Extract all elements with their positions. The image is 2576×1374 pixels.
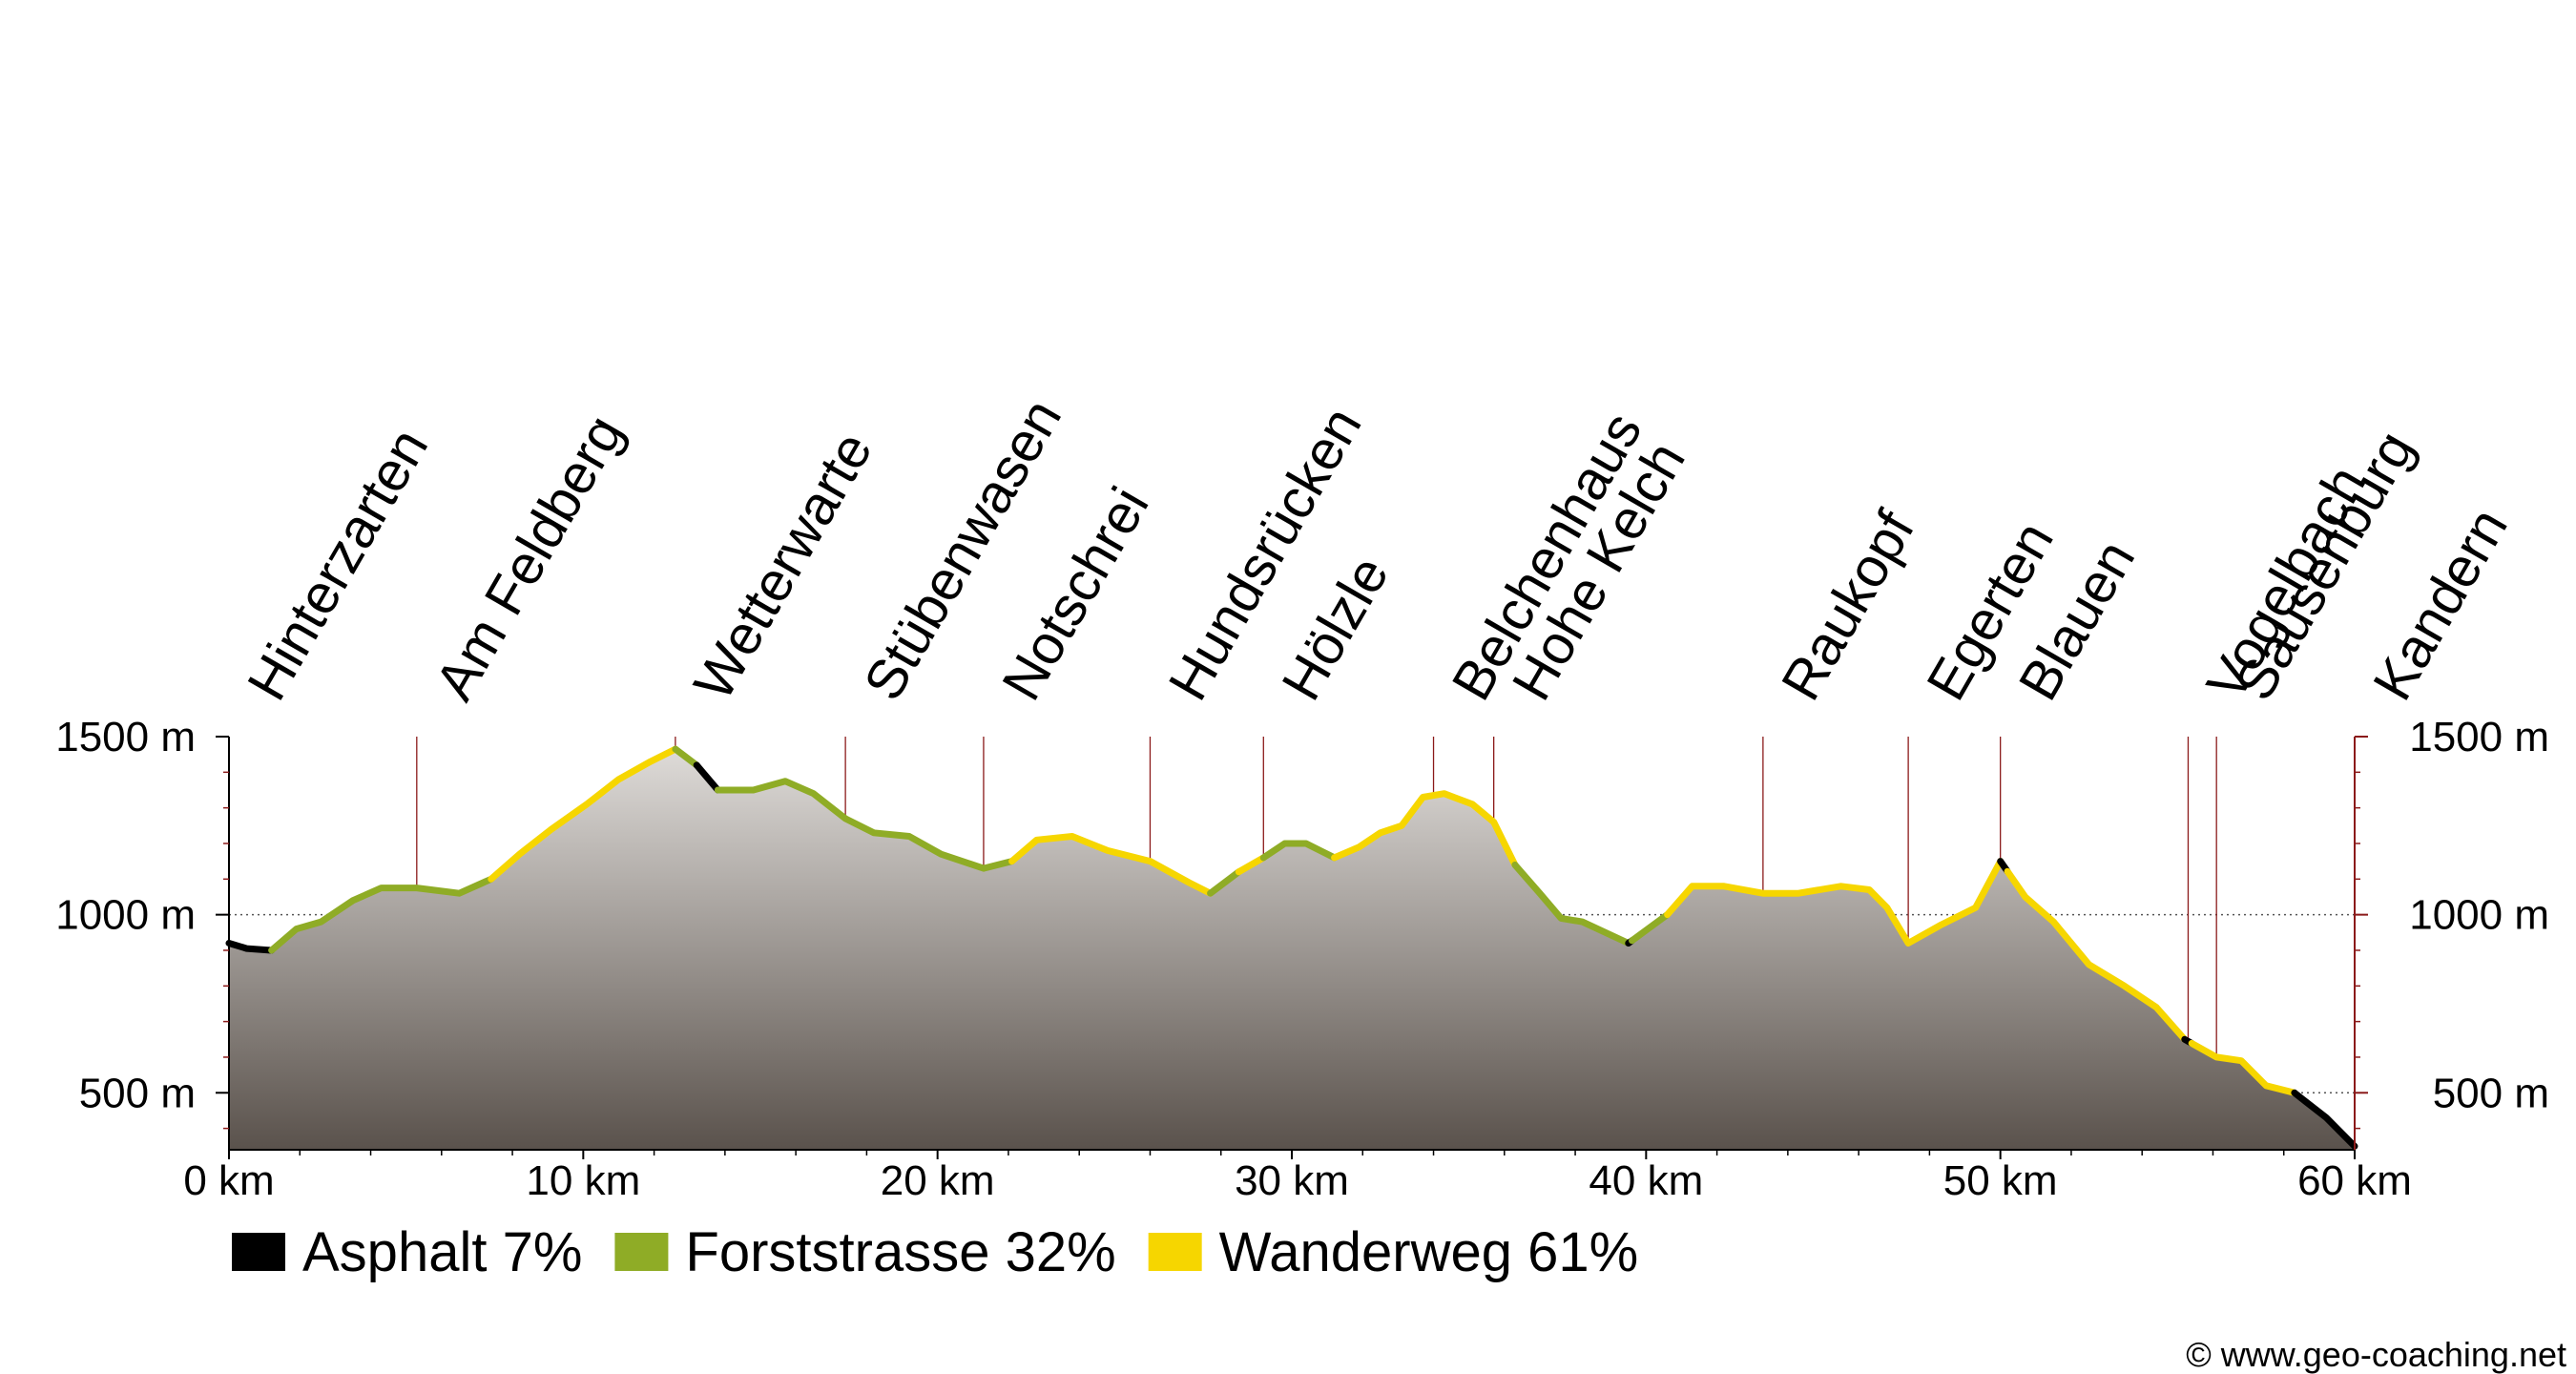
y-tick-label: 1500 m xyxy=(55,714,196,760)
surface-segment-asphalt xyxy=(693,761,721,794)
surface-segment-wanderweg xyxy=(1664,858,2005,947)
surface-segment-forststrasse xyxy=(1629,911,1672,945)
surface-segment-forststrasse xyxy=(1207,868,1242,897)
surface-segment-asphalt xyxy=(2291,1089,2358,1150)
x-tick-label: 40 km xyxy=(1589,1157,1703,1204)
legend-label: Forststrasse 32% xyxy=(685,1221,1115,1283)
waypoint-label: Wetterwarte xyxy=(682,422,884,710)
x-tick-label: 60 km xyxy=(2297,1157,2412,1204)
x-tick-label: 20 km xyxy=(881,1157,995,1204)
surface-segment-wanderweg xyxy=(1331,790,1519,868)
waypoint-label: Am Feldberg xyxy=(424,405,635,710)
surface-segment-forststrasse xyxy=(672,745,700,769)
surface-segment-forststrasse xyxy=(268,875,495,954)
legend-label: Wanderweg 61% xyxy=(1219,1221,1639,1283)
surface-lines xyxy=(225,745,2358,1150)
copyright-text: © www.geo-coaching.net xyxy=(2186,1335,2566,1374)
surface-segment-wanderweg xyxy=(2004,867,2189,1043)
legend: Asphalt 7% Forststrasse 32% Wanderweg 61% xyxy=(232,1221,1638,1283)
surface-segment-forststrasse xyxy=(1259,840,1339,862)
terrain-fill xyxy=(229,749,2355,1150)
waypoint-label: Kandern xyxy=(2361,498,2520,710)
legend-swatch xyxy=(614,1233,669,1271)
y-tick-label: 1000 m xyxy=(55,892,196,939)
legend-swatch xyxy=(1148,1233,1202,1271)
x-tick-label: 30 km xyxy=(1235,1157,1349,1204)
x-tick-label: 0 km xyxy=(183,1157,274,1204)
legend-label: Asphalt 7% xyxy=(302,1221,582,1283)
waypoint-label: Raukopf xyxy=(1770,500,1927,710)
surface-segment-asphalt xyxy=(225,940,276,954)
x-tick-label: 50 km xyxy=(1943,1157,2058,1204)
surface-segment-wanderweg xyxy=(2188,1039,2298,1096)
surface-segment-wanderweg xyxy=(488,745,679,883)
y-tick-label-right: 1000 m xyxy=(2409,892,2549,939)
y-tick-label-right: 1500 m xyxy=(2409,714,2549,760)
surface-segment-forststrasse xyxy=(714,778,1016,872)
surface-segment-wanderweg xyxy=(1008,833,1215,897)
terrain-area xyxy=(229,749,2355,1150)
y-tick-label: 500 m xyxy=(79,1070,196,1116)
y-tick-label-right: 500 m xyxy=(2433,1070,2549,1116)
surface-segment-forststrasse xyxy=(1511,861,1632,947)
waypoint-label: Hinterzarten xyxy=(236,418,440,710)
legend-swatch xyxy=(232,1233,285,1271)
waypoint-markers xyxy=(416,737,2217,1057)
surface-segment-wanderweg xyxy=(1235,854,1267,876)
x-tick-label: 10 km xyxy=(526,1157,640,1204)
axes: 500 m 1000 m 1500 m 500 m 1000 m 1500 m 0 km 10… xyxy=(55,714,2549,1204)
